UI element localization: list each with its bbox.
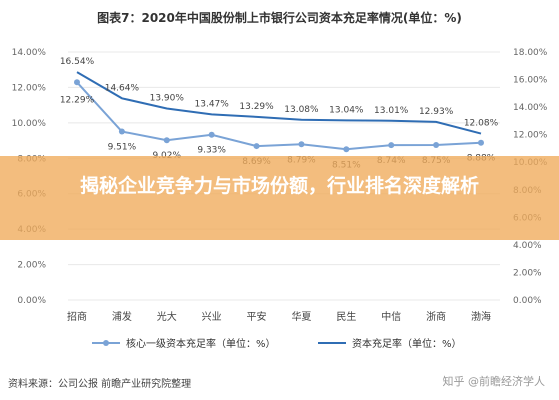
data-label: 9.51% [108,143,137,153]
x-tick-label: 招商 [67,310,87,323]
series-line [76,71,482,135]
data-label: 12.93% [419,107,454,117]
left-tick-label: 12.00% [12,83,47,93]
data-point [163,137,170,144]
x-tick-label: 民生 [336,310,356,323]
left-tick-label: 10.00% [12,119,47,129]
data-point [343,146,350,153]
data-point [298,141,305,148]
x-tick-label: 华夏 [291,310,311,323]
x-tick-label: 浙商 [426,310,446,323]
x-tick-label: 浦发 [112,310,132,323]
legend-label: 核心一级资本充足率（单位：%） [126,337,276,350]
data-label: 13.01% [374,106,409,116]
x-axis-ticks: 招商 浦发 光大 兴业 平安 华夏 民生 中信 浙商 渤海 [67,310,491,323]
right-tick-label: 16.00% [513,76,548,86]
data-label: 13.08% [284,105,319,115]
right-tick-label: 12.00% [513,131,548,141]
headline-banner [0,156,559,240]
legend: 核心一级资本充足率（单位：%） 资本充足率（单位：%） [92,337,462,350]
left-tick-label: 2.00% [17,261,46,271]
data-point [253,143,260,150]
chart-title: 图表7：2020年中国股份制上市银行公司资本充足率情况(单位：%) [97,11,462,25]
data-label: 13.47% [195,99,230,109]
data-point [478,139,484,146]
data-label: 14.64% [105,83,140,93]
headline-text: 揭秘企业竞争力与市场份额，行业排名深度解析 [79,175,479,197]
data-label: 13.04% [329,105,364,115]
data-point [388,142,395,149]
watermark: 知乎 @前瞻经济学人 [442,375,546,388]
x-tick-label: 兴业 [202,311,222,323]
series-line [76,81,482,151]
left-tick-label: 14.00% [12,48,47,58]
source-note: 资料来源：公司公报 前瞻产业研究院整理 [8,379,192,390]
x-tick-label: 渤海 [471,310,491,323]
left-tick-label: 0.00% [17,296,46,306]
right-tick-label: 0.00% [513,296,542,306]
x-tick-label: 中信 [381,310,401,323]
data-label: 13.29% [239,102,274,112]
right-tick-label: 4.00% [513,241,542,251]
data-label: 12.29% [60,95,95,105]
right-tick-label: 14.00% [513,103,548,113]
right-tick-label: 2.00% [513,268,542,278]
data-label: 9.33% [197,146,226,156]
legend-label: 资本充足率（单位：%） [352,337,462,350]
data-point [433,142,440,148]
data-labels: 12.29%9.51%9.02%9.33%8.69%8.79%8.51%8.74… [60,57,499,170]
data-point [118,128,125,135]
legend-marker [103,340,109,346]
data-point [208,131,215,138]
data-point [74,79,80,86]
x-tick-label: 光大 [157,310,177,323]
data-label: 12.08% [464,119,499,129]
data-label: 16.54% [60,57,95,67]
right-tick-label: 18.00% [513,48,548,58]
x-tick-label: 平安 [247,310,267,323]
data-label: 13.90% [150,93,185,103]
series-lines [74,71,484,153]
